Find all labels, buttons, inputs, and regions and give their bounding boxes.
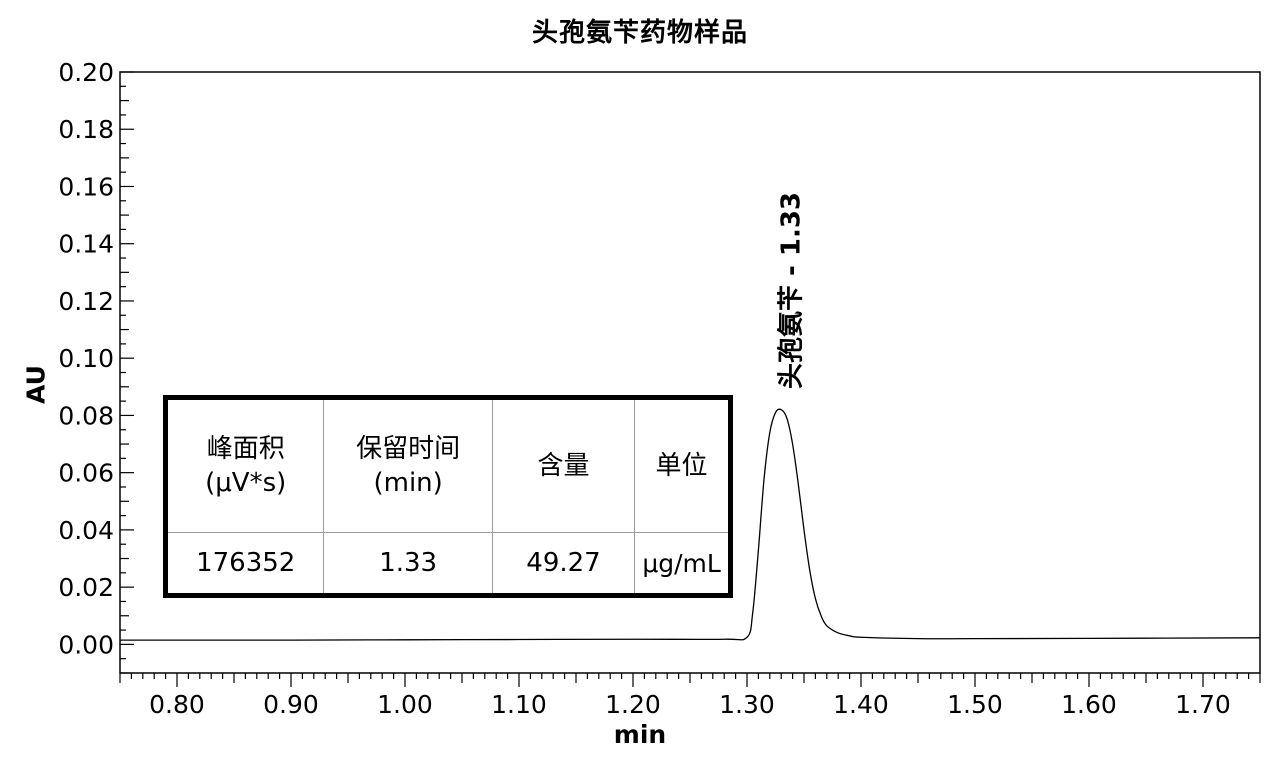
header-text: 含量 (537, 451, 590, 481)
x-tick-label: 1.50 (947, 690, 1003, 719)
y-tick-label: 0.12 (58, 287, 114, 316)
y-tick-label: 0.14 (58, 230, 114, 259)
x-tick-label: 1.70 (1175, 690, 1231, 719)
y-tick-label: 0.06 (58, 459, 114, 488)
x-tick-label: 1.30 (719, 690, 775, 719)
peak-area-value: 176352 (165, 532, 325, 596)
content-header: 含量 (491, 397, 636, 533)
unit-value: μg/mL (634, 532, 731, 596)
x-tick-label: 1.10 (491, 690, 547, 719)
header-text: 保留时间 (356, 434, 461, 464)
y-tick-label: 0.10 (58, 344, 114, 373)
x-tick-label: 1.60 (1061, 690, 1117, 719)
header-text: 峰面积 (206, 434, 285, 464)
content-value: 49.27 (491, 532, 636, 596)
retention-time-value: 1.33 (323, 532, 493, 596)
y-tick-label: 0.20 (58, 58, 114, 87)
chromatogram-trace (119, 408, 1261, 641)
y-tick-label: 0.18 (58, 115, 114, 144)
y-tick-label: 0.00 (58, 630, 114, 659)
x-tick-label: 1.20 (605, 690, 661, 719)
retention-time-header: 保留时间 (min) (323, 397, 493, 533)
y-tick-label: 0.02 (58, 573, 114, 602)
x-tick-label: 0.90 (263, 690, 319, 719)
y-tick-label: 0.04 (58, 516, 114, 545)
y-axis-label: AU (21, 365, 51, 404)
y-tick-label: 0.08 (58, 401, 114, 430)
chart-title: 头孢氨苄药物样品 (531, 18, 748, 48)
x-axis-label: min (613, 720, 667, 749)
results-table: 峰面积 (μV*s) 保留时间 (min) 含量 单位 176352 1.33 … (163, 395, 733, 598)
y-axis: 0.00 0.02 0.04 0.06 0.08 0.10 0.12 0.14 0.16 0.18… (58, 58, 134, 674)
results-data-row: 176352 1.33 49.27 μg/mL (165, 532, 731, 596)
x-tick-label: 0.80 (149, 690, 205, 719)
header-text: 单位 (655, 451, 708, 481)
results-header-row: 峰面积 (μV*s) 保留时间 (min) 含量 单位 (165, 397, 731, 533)
peak-area-header: 峰面积 (μV*s) (165, 397, 325, 533)
x-axis: 0.80 0.90 1.00 1.10 1.20 1.30 1.40 1.50 1.60 1.70 (119, 673, 1261, 719)
x-tick-label: 1.40 (833, 690, 889, 719)
header-unit: (μV*s) (205, 468, 287, 498)
peak-annotation: 头孢氨苄 - 1.33 (776, 191, 807, 390)
y-tick-label: 0.16 (58, 172, 114, 201)
unit-header: 单位 (634, 397, 731, 533)
x-tick-label: 1.00 (377, 690, 433, 719)
header-unit: (min) (373, 468, 443, 498)
